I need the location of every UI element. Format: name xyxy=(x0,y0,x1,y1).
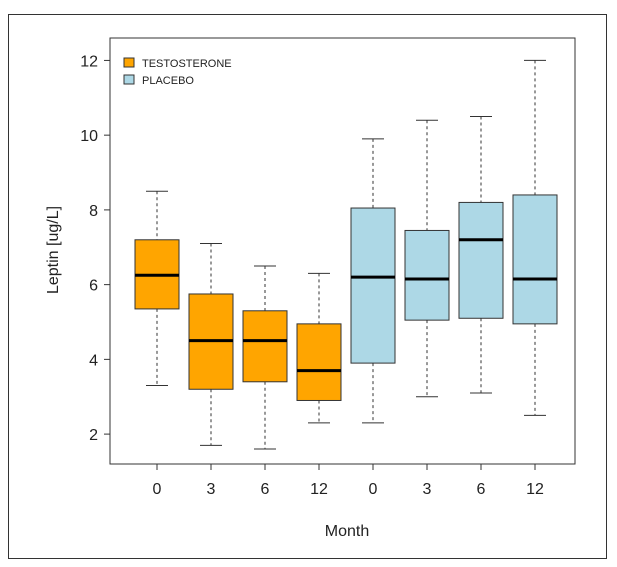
y-tick-label: 8 xyxy=(89,203,98,220)
x-tick-label: 12 xyxy=(310,481,328,498)
box-testosterone-month-0 xyxy=(134,190,180,387)
box-testosterone-month-12 xyxy=(296,272,342,424)
box-placebo-month-0 xyxy=(350,138,396,424)
x-tick-label: 0 xyxy=(153,481,162,498)
y-axis-title: Leptin [ug/L] xyxy=(45,206,62,294)
x-axis: 0 3 6 12 0 3 6 12 xyxy=(153,464,544,498)
legend: TESTOSTERONE PLACEBO xyxy=(123,57,232,87)
legend-label-testosterone: TESTOSTERONE xyxy=(142,58,232,70)
box-testosterone-month-3 xyxy=(188,243,234,446)
x-tick-label: 12 xyxy=(526,481,544,498)
iqr-box xyxy=(404,229,450,321)
x-axis-title: Month xyxy=(325,523,369,540)
figure-frame xyxy=(8,14,607,559)
box-series-group xyxy=(134,59,558,450)
iqr-box xyxy=(296,323,342,401)
x-tick-label: 6 xyxy=(477,481,486,498)
y-tick-label: 6 xyxy=(89,278,98,295)
iqr-box xyxy=(350,207,396,364)
iqr-box xyxy=(512,194,558,325)
legend-label-placebo: PLACEBO xyxy=(142,75,194,87)
box-placebo-month-12 xyxy=(512,59,558,416)
legend-swatch-testosterone xyxy=(123,57,135,68)
x-tick-label: 6 xyxy=(261,481,270,498)
y-tick-label: 4 xyxy=(89,352,98,369)
x-tick-label: 3 xyxy=(423,481,432,498)
y-tick-label: 10 xyxy=(80,128,98,145)
box-placebo-month-3 xyxy=(404,119,450,398)
plot-area-border xyxy=(109,37,576,465)
x-tick-label: 3 xyxy=(207,481,216,498)
iqr-box xyxy=(242,310,288,383)
legend-swatch-placebo xyxy=(123,74,135,85)
y-axis: 2 4 6 8 10 12 xyxy=(80,53,110,444)
box-testosterone-month-6 xyxy=(242,265,288,450)
y-tick-label: 12 xyxy=(80,53,98,70)
iqr-box xyxy=(458,201,504,319)
box-placebo-month-6 xyxy=(458,115,504,394)
x-tick-label: 0 xyxy=(369,481,378,498)
y-tick-label: 2 xyxy=(89,427,98,444)
